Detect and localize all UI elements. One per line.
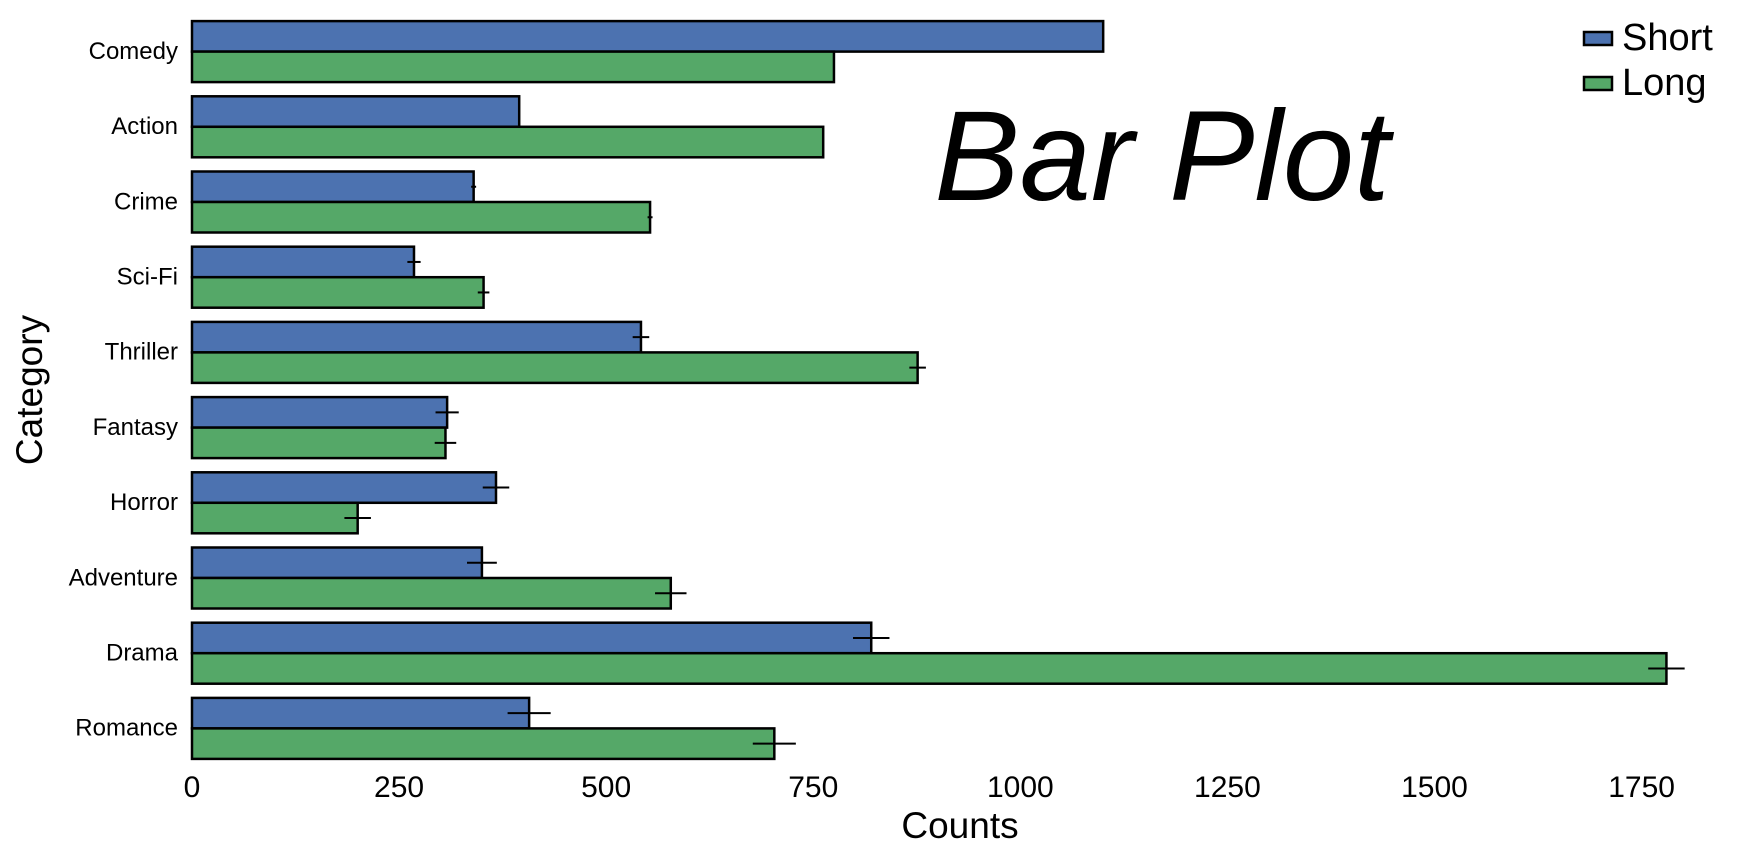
bar-short-adventure <box>190 546 484 580</box>
bar-long-adventure <box>190 576 673 610</box>
bar-short-fantasy <box>190 395 449 429</box>
bar-long-sci-fi <box>190 275 485 309</box>
legend-label-long: Long <box>1622 62 1707 104</box>
bar-long-thriller <box>190 351 919 385</box>
y-tick-label: Sci-Fi <box>117 264 178 291</box>
bar-short-crime <box>190 170 475 204</box>
y-tick-label: Crime <box>114 188 178 215</box>
bar-short-horror <box>190 471 498 505</box>
x-tick-label: 1000 <box>987 771 1054 804</box>
x-axis-title: Counts <box>901 805 1018 846</box>
bar-long-crime <box>190 200 652 234</box>
bar-long-horror <box>190 501 359 535</box>
x-tick-label: 1250 <box>1194 771 1261 804</box>
y-axis-title: Category <box>9 314 50 465</box>
bar-short-thriller <box>190 320 643 354</box>
legend-label-short: Short <box>1622 17 1713 59</box>
x-tick-label: 1750 <box>1608 771 1675 804</box>
bar-short-drama <box>190 621 873 655</box>
y-tick-label: Comedy <box>89 38 178 65</box>
x-tick-label: 1500 <box>1401 771 1468 804</box>
bar-short-sci-fi <box>190 245 416 279</box>
bar-long-fantasy <box>190 426 447 460</box>
legend-swatch-short <box>1582 30 1614 47</box>
y-tick-label: Thriller <box>105 339 178 366</box>
x-tick-label: 500 <box>581 771 631 804</box>
chart-title: Bar Plot <box>934 85 1394 228</box>
y-tick-label: Drama <box>106 640 179 667</box>
bar-short-romance <box>190 696 531 730</box>
x-tick-label: 750 <box>788 771 838 804</box>
bar-short-action <box>190 95 521 129</box>
bar-long-comedy <box>190 50 836 84</box>
bar-short-comedy <box>190 19 1105 53</box>
x-tick-label: 250 <box>374 771 424 804</box>
y-tick-label: Horror <box>110 489 178 516</box>
y-tick-label: Adventure <box>69 564 178 591</box>
y-tick-label: Action <box>111 113 178 140</box>
bar-long-drama <box>190 651 1668 685</box>
legend-swatch-long <box>1582 75 1614 92</box>
x-tick-label: 0 <box>184 771 201 804</box>
bar-long-romance <box>190 727 776 761</box>
bar-long-action <box>190 125 825 159</box>
y-tick-label: Romance <box>75 715 178 742</box>
y-tick-label: Fantasy <box>93 414 178 441</box>
